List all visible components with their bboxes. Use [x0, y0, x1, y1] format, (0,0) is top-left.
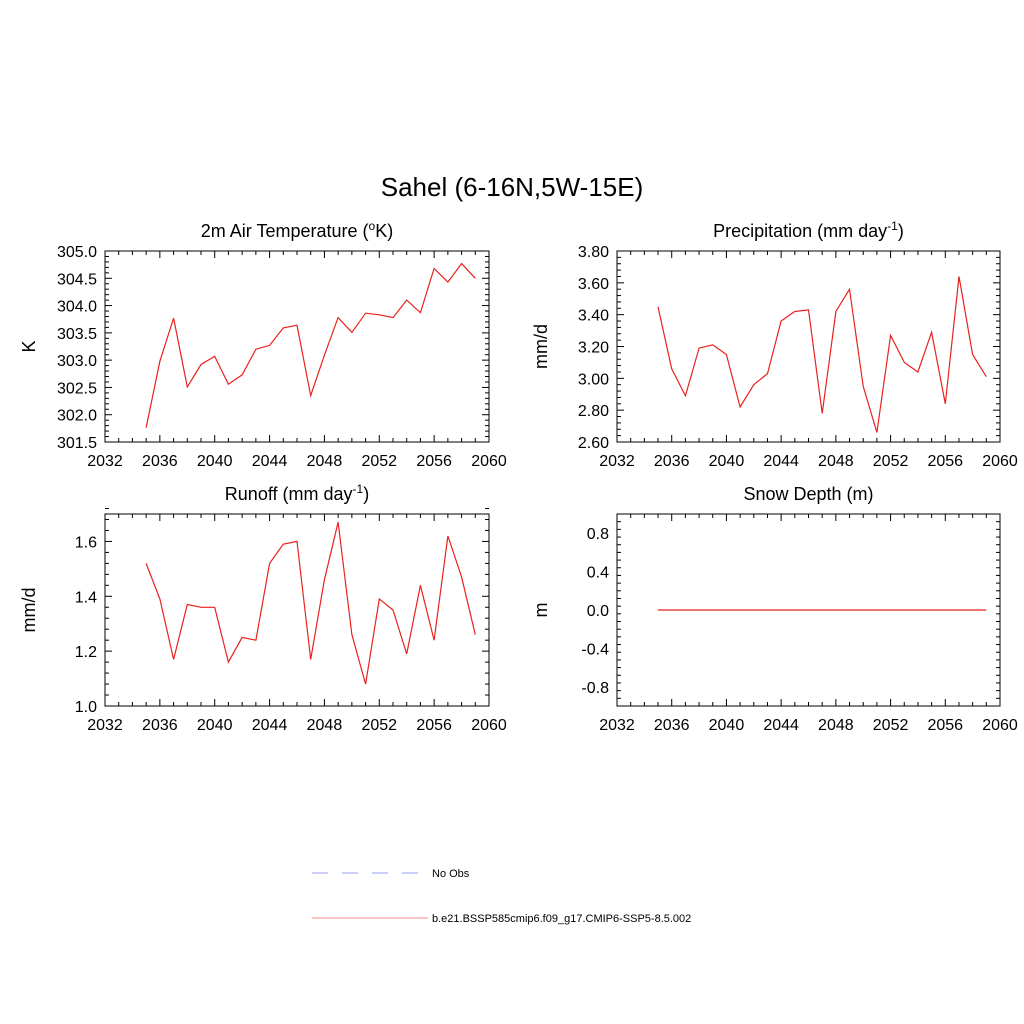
x-tick-label: 2036: [654, 453, 690, 470]
legend-item: b.e21.BSSP585cmip6.f09_g17.CMIP6-SSP5-8.…: [312, 913, 691, 925]
x-tick-label: 2056: [927, 453, 963, 470]
panel-title: 2m Air Temperature (oK): [201, 219, 393, 241]
x-tick-label: 2052: [361, 453, 397, 470]
x-tick-label: 2048: [307, 717, 343, 734]
panel-title: Precipitation (mm day-1): [713, 219, 904, 241]
panel-title: Snow Depth (m): [743, 484, 873, 504]
y-axis-label: K: [19, 340, 39, 352]
x-tick-label: 2060: [982, 717, 1018, 734]
y-tick-label: 302.5: [57, 380, 97, 397]
x-tick-label: 2032: [87, 453, 123, 470]
x-tick-label: 2036: [142, 453, 178, 470]
y-tick-label: -0.8: [581, 680, 609, 697]
x-tick-label: 2040: [197, 453, 233, 470]
series-line-1: [145, 262, 476, 428]
y-tick-label: 1.0: [75, 699, 97, 716]
y-tick-label: 3.20: [578, 340, 609, 357]
plot-frame: [104, 250, 490, 443]
legend-label: b.e21.BSSP585cmip6.f09_g17.CMIP6-SSP5-8.…: [432, 913, 691, 925]
x-tick-label: 2044: [252, 717, 288, 734]
y-tick-label: 0.8: [587, 526, 609, 543]
x-tick-label: 2060: [982, 453, 1018, 470]
x-tick-label: 2056: [927, 717, 963, 734]
legend-label: No Obs: [432, 868, 470, 880]
y-tick-label: -0.4: [581, 641, 609, 658]
y-tick-label: 1.4: [75, 589, 97, 606]
y-tick-label: 3.80: [578, 244, 609, 261]
legend: No Obs b.e21.BSSP585cmip6.f09_g17.CMIP6-S…: [312, 868, 691, 925]
panels: 2032 2036 2040 2044 2048 2052 2056 2060 301.5 302…: [19, 219, 1018, 734]
x-tick-label: 2032: [599, 717, 635, 734]
x-tick-label: 2040: [709, 717, 745, 734]
x-tick-label: 2056: [416, 717, 452, 734]
y-tick-label: 1.2: [75, 644, 97, 661]
x-tick-label: 2044: [763, 453, 799, 470]
x-tick-label: 2044: [763, 717, 799, 734]
y-tick-label: 303.0: [57, 353, 97, 370]
x-tick-label: 2048: [818, 717, 854, 734]
y-tick-label: 0.0: [587, 603, 609, 620]
panel-title: Runoff (mm day-1): [225, 482, 369, 504]
panel-3: 2032 2036 2040 2044 2048 2052 2056 2060 1.0 1.2 1.…: [19, 482, 507, 734]
x-tick-label: 2052: [873, 717, 909, 734]
x-tick-label: 2044: [252, 453, 288, 470]
panel-4: 2032 2036 2040 2044 2048 2052 2056 2060 -0.8 -0.4…: [531, 484, 1018, 734]
series-line-1: [145, 522, 476, 685]
x-tick-label: 2040: [197, 717, 233, 734]
y-tick-label: 301.5: [57, 435, 97, 452]
y-tick-label: 304.5: [57, 271, 97, 288]
x-tick-label: 2052: [361, 717, 397, 734]
y-tick-label: 303.5: [57, 326, 97, 343]
legend-item: No Obs: [312, 868, 470, 880]
x-tick-label: 2040: [709, 453, 745, 470]
x-tick-label: 2048: [307, 453, 343, 470]
y-tick-label: 1.6: [75, 534, 97, 551]
panel-1: 2032 2036 2040 2044 2048 2052 2056 2060 301.5 302…: [19, 219, 507, 470]
y-tick-label: 302.0: [57, 408, 97, 425]
y-tick-label: 3.00: [578, 371, 609, 388]
x-tick-label: 2060: [471, 717, 507, 734]
x-tick-label: 2036: [142, 717, 178, 734]
x-tick-label: 2032: [87, 717, 123, 734]
y-tick-label: 0.4: [587, 565, 609, 582]
x-tick-label: 2032: [599, 453, 635, 470]
series-line-1: [657, 276, 987, 433]
y-tick-label: 2.80: [578, 403, 609, 420]
plot-frame: [616, 250, 1001, 443]
y-tick-label: 2.60: [578, 435, 609, 452]
figure-title: Sahel (6-16N,5W-15E): [381, 172, 644, 202]
panel-2: 2032 2036 2040 2044 2048 2052 2056 2060 2.60 2.80…: [531, 219, 1018, 470]
x-tick-label: 2060: [471, 453, 507, 470]
y-axis-label: m: [531, 603, 551, 618]
y-tick-label: 3.40: [578, 308, 609, 325]
y-tick-label: 304.0: [57, 299, 97, 316]
y-axis-label: mm/d: [531, 324, 551, 369]
x-tick-label: 2036: [654, 717, 690, 734]
y-tick-label: 3.60: [578, 276, 609, 293]
x-tick-label: 2056: [416, 453, 452, 470]
x-tick-label: 2052: [873, 453, 909, 470]
x-tick-label: 2048: [818, 453, 854, 470]
y-axis-label: mm/d: [19, 588, 39, 633]
y-tick-label: 305.0: [57, 244, 97, 261]
